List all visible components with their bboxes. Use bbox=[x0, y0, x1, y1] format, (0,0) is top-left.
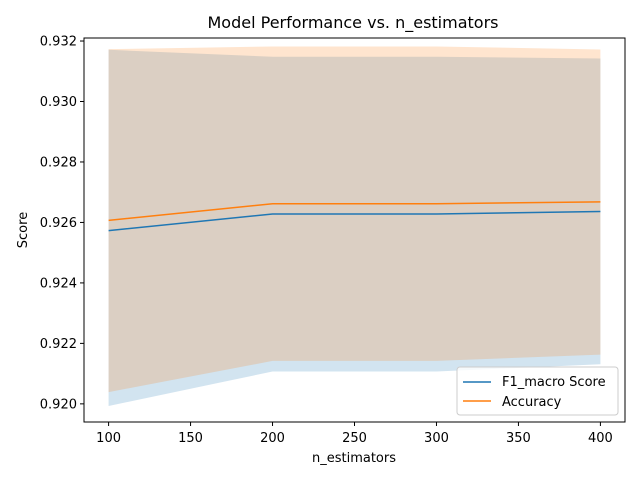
y-tick-label: 0.930 bbox=[40, 95, 77, 110]
x-tick-label: 200 bbox=[260, 431, 285, 446]
confidence-band-accuracy bbox=[108, 46, 601, 393]
x-tick-label: 250 bbox=[342, 431, 367, 446]
chart-title: Model Performance vs. n_estimators bbox=[208, 13, 499, 33]
plot-frame bbox=[83, 37, 626, 423]
series-line-f1-macro-score bbox=[108, 210, 601, 232]
x-tick-label: 400 bbox=[588, 431, 613, 446]
y-tick-label: 0.922 bbox=[40, 337, 77, 352]
legend-box bbox=[456, 366, 619, 416]
y-axis-ticks: 0.920 0.922 0.924 0.926 0.928 0.930 0.932 bbox=[40, 35, 84, 412]
y-tick-label: 0.932 bbox=[40, 35, 77, 50]
x-tick-label: 100 bbox=[96, 431, 121, 446]
legend: F1_macro Score Accuracy bbox=[456, 366, 619, 416]
x-tick-label: 350 bbox=[506, 431, 531, 446]
confidence-bands bbox=[108, 46, 601, 406]
confidence-band-f1-macro-score bbox=[108, 49, 601, 406]
x-tick-label: 300 bbox=[424, 431, 449, 446]
x-tick-label: 150 bbox=[178, 431, 203, 446]
x-axis-label: n_estimators bbox=[312, 451, 396, 466]
series-line-accuracy bbox=[108, 201, 601, 222]
legend-label-accuracy: Accuracy bbox=[502, 395, 562, 410]
y-tick-label: 0.920 bbox=[40, 397, 77, 412]
y-tick-label: 0.926 bbox=[40, 216, 77, 231]
y-axis-label: Score bbox=[16, 212, 31, 248]
y-tick-label: 0.924 bbox=[40, 276, 77, 291]
legend-label-f1-macro: F1_macro Score bbox=[502, 375, 606, 390]
series-lines bbox=[108, 201, 601, 232]
y-tick-label: 0.928 bbox=[40, 155, 77, 170]
x-axis-ticks: 100 150 200 250 300 350 400 bbox=[96, 422, 613, 446]
